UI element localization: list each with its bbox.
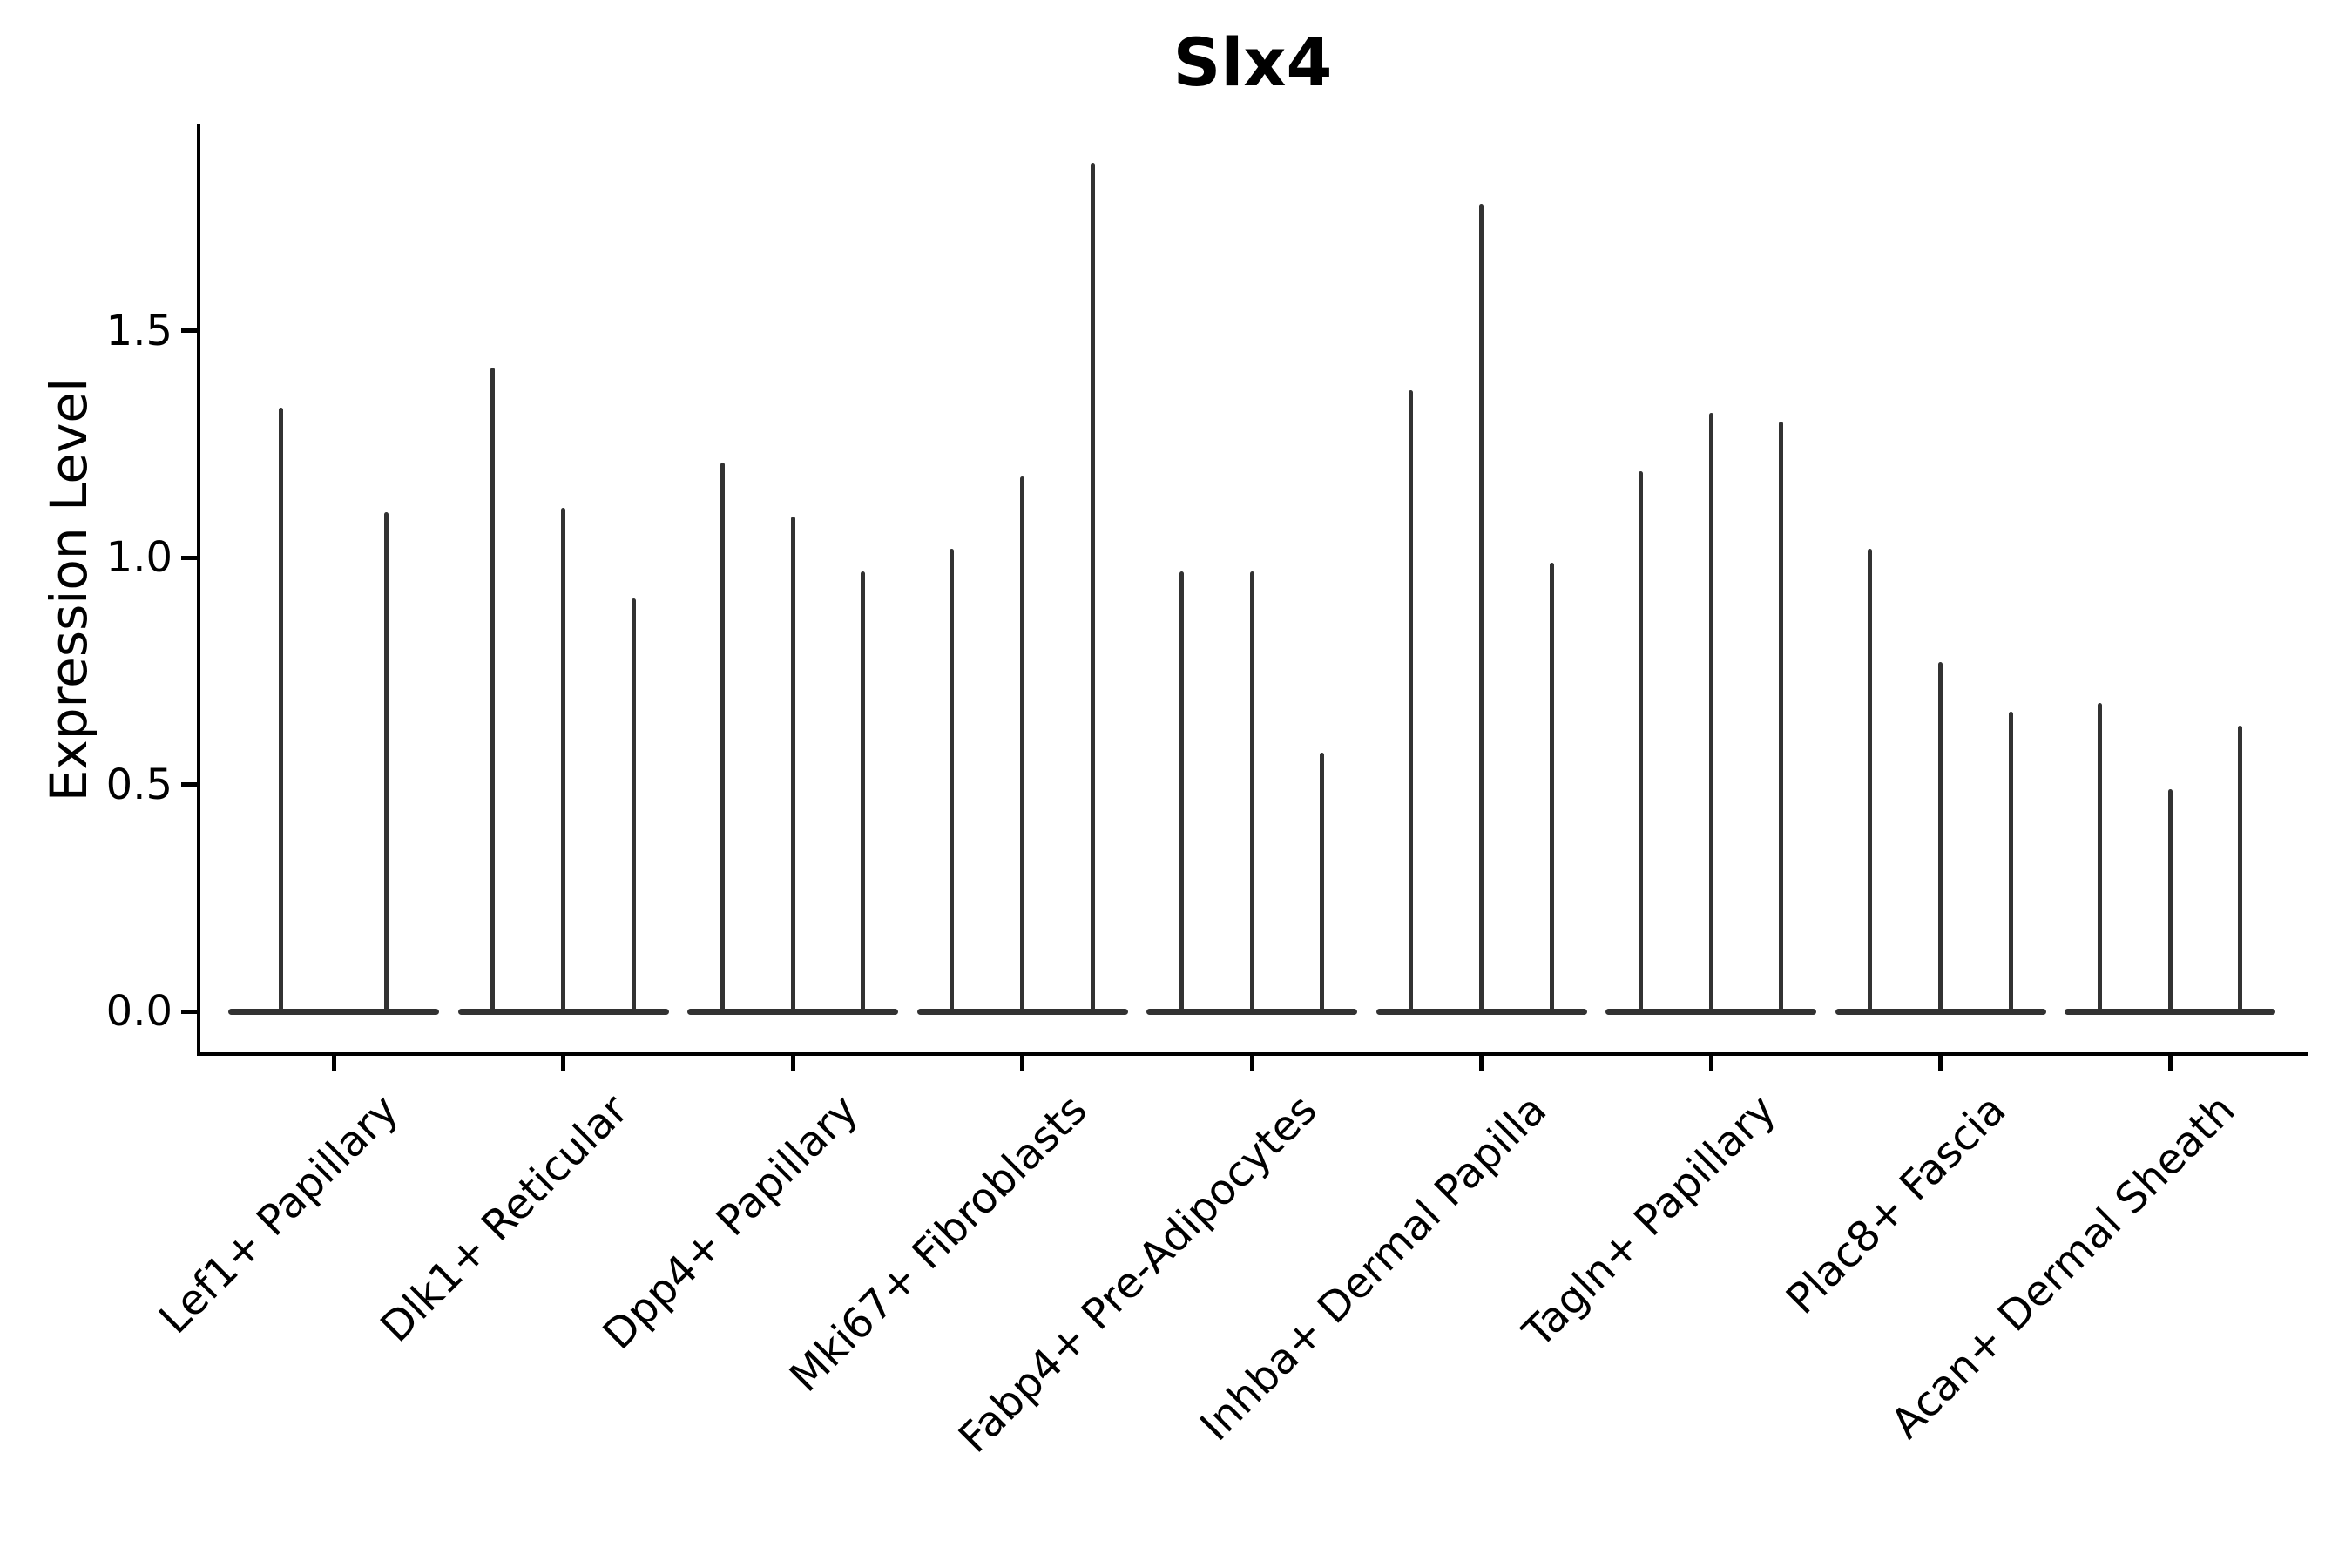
violin-spike [1779, 422, 1784, 1011]
x-tick-label: Dlk1+ Reticular [371, 1085, 639, 1352]
y-tick-label: 1.0 [105, 533, 172, 583]
violin-spike [1638, 471, 1643, 1011]
violin-spike [950, 548, 955, 1011]
violin-baseline [228, 1008, 439, 1015]
violin-baseline [457, 1008, 669, 1015]
violin-baseline [916, 1008, 1128, 1015]
y-tick-label: 0.0 [105, 987, 172, 1036]
violin-baseline [1605, 1008, 1816, 1015]
violin-spike [1409, 389, 1414, 1011]
violin-spike [1868, 548, 1873, 1011]
violin-spike [2097, 702, 2102, 1011]
violin-spike [1938, 662, 1943, 1011]
violin-spike [1320, 753, 1325, 1011]
x-tick-mark [2167, 1056, 2173, 1071]
x-tick-mark [561, 1056, 565, 1071]
y-tick-mark [181, 782, 197, 787]
violin-spike [790, 517, 795, 1011]
y-tick-mark [181, 555, 197, 560]
violin-baseline [1835, 1008, 2046, 1015]
x-tick-mark [1708, 1056, 1713, 1071]
x-tick-label: Plac8+ Fascia [1776, 1085, 2016, 1324]
violin-spike [1479, 204, 1484, 1011]
y-axis-spine [197, 124, 200, 1056]
violin-spike [1549, 562, 1554, 1011]
violin-spike [1179, 571, 1184, 1011]
violin-spike [861, 571, 866, 1011]
violin-spike [2238, 725, 2243, 1011]
y-tick-label: 0.5 [105, 760, 172, 809]
violin-spike [561, 508, 565, 1011]
y-tick-label: 1.5 [105, 306, 172, 355]
violin-spike [1708, 412, 1713, 1011]
violin-spike [2167, 788, 2173, 1011]
y-tick-mark [181, 328, 197, 334]
violin-spike [1020, 476, 1024, 1011]
violin-baseline [2065, 1008, 2275, 1015]
x-tick-mark [790, 1056, 795, 1071]
violin-spike [1090, 163, 1095, 1011]
violin-spike [2008, 712, 2013, 1011]
x-tick-mark [1020, 1056, 1024, 1071]
x-tick-mark [1938, 1056, 1943, 1071]
violin-spike [1249, 571, 1254, 1011]
x-tick-label: Lef1+ Papillary [150, 1085, 409, 1343]
y-tick-mark [181, 1009, 197, 1014]
violin-spike [279, 408, 283, 1011]
violin-spike [720, 462, 725, 1011]
x-tick-label: Dpp4+ Papillary [593, 1085, 868, 1360]
violin-baseline [1146, 1008, 1357, 1015]
x-tick-mark [1479, 1056, 1484, 1071]
violin-spike [384, 512, 389, 1011]
chart-title: Slx4 [1173, 24, 1333, 101]
x-tick-mark [331, 1056, 336, 1071]
x-axis-spine [197, 1052, 2308, 1056]
x-tick-mark [1249, 1056, 1254, 1071]
x-tick-label: Tagln+ Papillary [1513, 1085, 1786, 1357]
y-axis-label: Expression Level [39, 377, 98, 802]
violin-baseline [687, 1008, 898, 1015]
violin-spike [631, 598, 636, 1011]
violin-spike [490, 367, 496, 1011]
violin-baseline [1375, 1008, 1587, 1015]
